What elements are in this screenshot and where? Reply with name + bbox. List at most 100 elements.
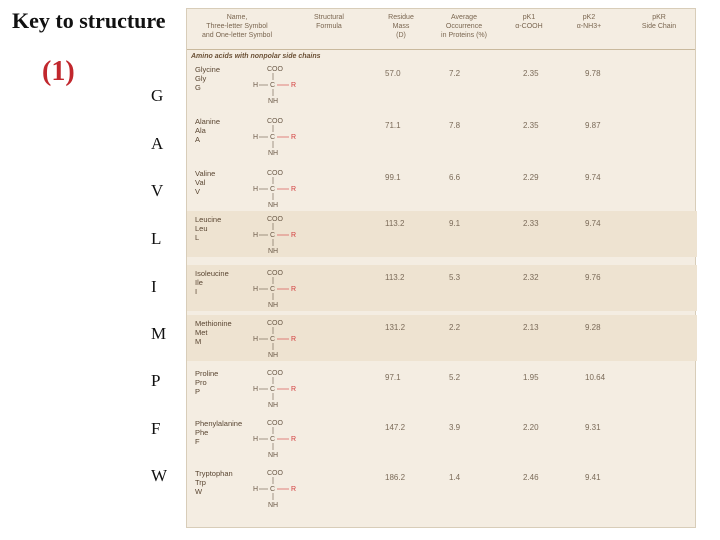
key-number: (1)	[42, 56, 75, 87]
structural-formula: COO H C R NH	[253, 370, 296, 409]
structural-formula: COO H C R NH	[253, 118, 296, 157]
cell-pk2: 9.41	[585, 473, 601, 482]
amino-name: Proline	[195, 369, 219, 378]
svg-text:H: H	[253, 232, 258, 239]
svg-text:C: C	[270, 336, 275, 343]
amino-name: Methionine	[195, 319, 232, 328]
structural-formula: COO H C R NH	[253, 420, 296, 459]
cell-pk1: 2.29	[523, 173, 539, 182]
svg-text:COO: COO	[267, 66, 284, 73]
amino-one: G	[195, 83, 201, 92]
cell-pk1: 2.33	[523, 219, 539, 228]
amino-three: Pro	[195, 378, 207, 387]
amino-three: Phe	[195, 428, 209, 437]
svg-text:C: C	[270, 186, 275, 193]
svg-text:C: C	[270, 386, 275, 393]
amino-letter: W	[151, 466, 168, 485]
svg-text:COO: COO	[267, 118, 284, 125]
amino-one: M	[195, 337, 202, 346]
amino-name-cell: Isoleucine Ile I	[195, 269, 229, 296]
cell-occ: 5.3	[449, 273, 461, 282]
header-pk1: pK1 α-COOH	[515, 14, 543, 30]
amino-letter: P	[151, 371, 161, 390]
cell-occ: 5.2	[449, 373, 461, 382]
cell-mass: 113.2	[385, 219, 405, 228]
cell-pk2: 9.87	[585, 121, 601, 130]
cell-mass: 57.0	[385, 69, 401, 78]
amino-one: P	[195, 387, 201, 396]
cell-pk1: 2.20	[523, 423, 539, 432]
table-row: Phenylalanine Phe F COO H C R NH 147.2 3.9 2.20 9.3…	[187, 415, 697, 461]
svg-text:C: C	[270, 82, 275, 89]
svg-text:NH: NH	[268, 402, 278, 409]
table-row: Valine Val V COO H C R NH 99.1 6.6 2.29 9.74	[187, 165, 697, 211]
table-row: Isoleucine Ile I COO H C R NH 113.2 5.3 2.32 9.76	[187, 265, 697, 311]
svg-text:COO: COO	[267, 320, 284, 327]
table-row: Leucine Leu L COO H C R NH 113.2 9.1 2.33 9.74	[187, 211, 697, 257]
cell-pk2: 9.28	[585, 323, 601, 332]
cell-occ: 7.8	[449, 121, 461, 130]
amino-one: F	[195, 437, 200, 446]
svg-text:NH: NH	[268, 302, 278, 309]
cell-pk1: 2.35	[523, 121, 539, 130]
svg-text:H: H	[253, 286, 258, 293]
svg-text:NH: NH	[268, 98, 278, 105]
amino-name: Isoleucine	[195, 269, 229, 278]
svg-text:COO: COO	[267, 216, 284, 223]
cell-mass: 131.2	[385, 323, 406, 332]
amino-one: A	[195, 135, 201, 144]
svg-text:H: H	[253, 386, 258, 393]
amino-one: W	[195, 487, 203, 496]
cell-pk2: 9.76	[585, 273, 601, 282]
svg-text:COO: COO	[267, 170, 284, 177]
table-row: Methionine Met M COO H C R NH 131.2 2.2 2.13 9.28	[187, 315, 697, 361]
structural-formula: COO H C R NH	[253, 270, 296, 309]
svg-text:R: R	[291, 386, 296, 393]
header-pk2: pK2 α-NH3+	[576, 14, 602, 30]
cell-pk2: 9.74	[585, 173, 601, 182]
amino-three: Leu	[195, 224, 208, 233]
svg-text:H: H	[253, 82, 258, 89]
structural-formula: COO H C R NH	[253, 320, 296, 359]
cell-occ: 9.1	[449, 219, 461, 228]
amino-name-cell: Phenylalanine Phe F	[195, 419, 242, 446]
structural-formula: COO H C R NH	[253, 170, 296, 209]
svg-text:H: H	[253, 486, 258, 493]
amino-letter: F	[151, 419, 161, 438]
amino-name-cell: Tryptophan Trp W	[195, 469, 233, 496]
cell-pk1: 2.35	[523, 69, 539, 78]
amino-three: Gly	[195, 74, 207, 83]
structural-formula: COO H C R NH	[253, 66, 296, 105]
amino-name-cell: Glycine Gly G	[195, 65, 220, 92]
svg-text:R: R	[291, 336, 296, 343]
svg-text:R: R	[291, 186, 296, 193]
cell-mass: 99.1	[385, 173, 401, 182]
cell-pk1: 2.46	[523, 473, 539, 482]
svg-text:H: H	[253, 134, 258, 141]
svg-text:COO: COO	[267, 420, 284, 427]
svg-text:NH: NH	[268, 150, 278, 157]
header-occurrence: Average Occurrence in Proteins (%)	[441, 14, 487, 39]
amino-name-cell: Valine Val V	[195, 169, 215, 196]
amino-three: Ile	[195, 278, 203, 287]
amino-name: Tryptophan	[195, 469, 233, 478]
svg-text:R: R	[291, 134, 296, 141]
amino-three: Trp	[195, 478, 206, 487]
svg-text:C: C	[270, 286, 275, 293]
cell-occ: 6.6	[449, 173, 461, 182]
svg-text:H: H	[253, 186, 258, 193]
amino-one: V	[195, 187, 201, 196]
amino-name-cell: Alanine Ala A	[195, 117, 220, 144]
section-heading: Amino acids with nonpolar side chains	[191, 53, 321, 60]
svg-text:NH: NH	[268, 502, 278, 509]
header-mass: Residue Mass (D)	[388, 14, 414, 39]
cell-pk2: 9.31	[585, 423, 601, 432]
amino-name-cell: Proline Pro P	[195, 369, 218, 396]
cell-pk1: 1.95	[523, 373, 539, 382]
amino-acid-table: Name, Three-letter Symbol and One-letter…	[186, 8, 697, 528]
header-formula: Structural Formula	[314, 14, 344, 30]
amino-letter: A	[151, 134, 164, 153]
amino-letter: M	[151, 324, 167, 343]
amino-letter: I	[151, 277, 157, 296]
svg-text:R: R	[291, 82, 296, 89]
